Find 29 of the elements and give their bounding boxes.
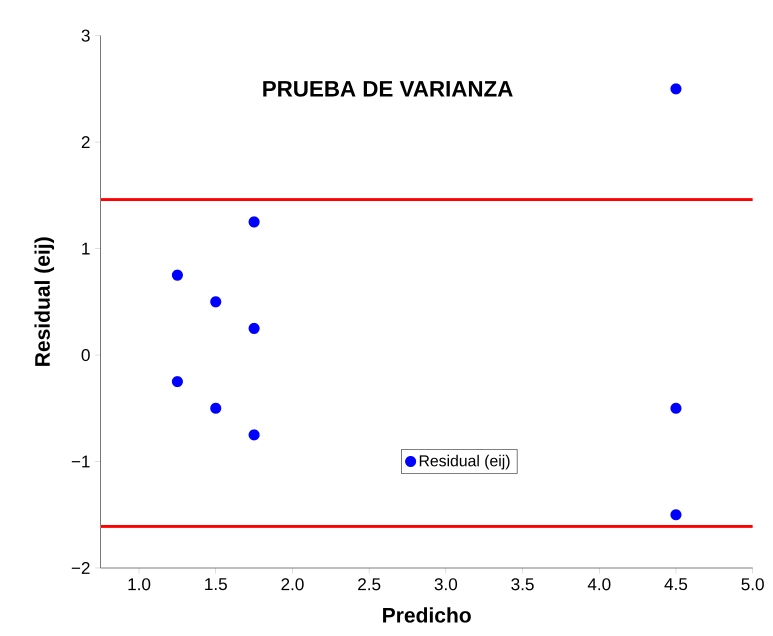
point [210,296,222,308]
point [248,322,260,334]
point [670,402,682,414]
point [210,402,222,414]
x-tick-label: 2.0 [281,578,304,590]
legend-label: Residual (eij) [420,454,510,470]
point [172,270,183,281]
x-tick-label: 1.5 [205,578,227,590]
point [670,83,682,94]
y-tick-label: 0 [82,349,90,362]
y-tick-label: 2 [82,136,90,148]
point [248,429,260,440]
point [172,376,183,388]
text: PRUEBA DE VARIANZA [263,81,513,97]
y-tick-label: 1 [82,242,90,255]
x-tick-label: 3.0 [434,578,458,590]
x-tick-label: 3.5 [511,578,534,590]
x-axis-title: Predicho [383,607,471,623]
point [670,509,682,520]
x-tick-label: 2.5 [358,578,380,590]
point [248,216,260,228]
x-tick-label: 4.5 [664,578,688,590]
x-tick-label: 1.0 [128,578,150,590]
y-tick-label: −1 [72,456,90,468]
y-tick-label: 3 [82,30,90,42]
x-tick-label: 5.0 [741,578,764,590]
y-tick-label: −2 [72,562,90,574]
y-axis-title: Residual (eij) [34,237,54,366]
x-tick-label: 4.0 [588,578,610,590]
